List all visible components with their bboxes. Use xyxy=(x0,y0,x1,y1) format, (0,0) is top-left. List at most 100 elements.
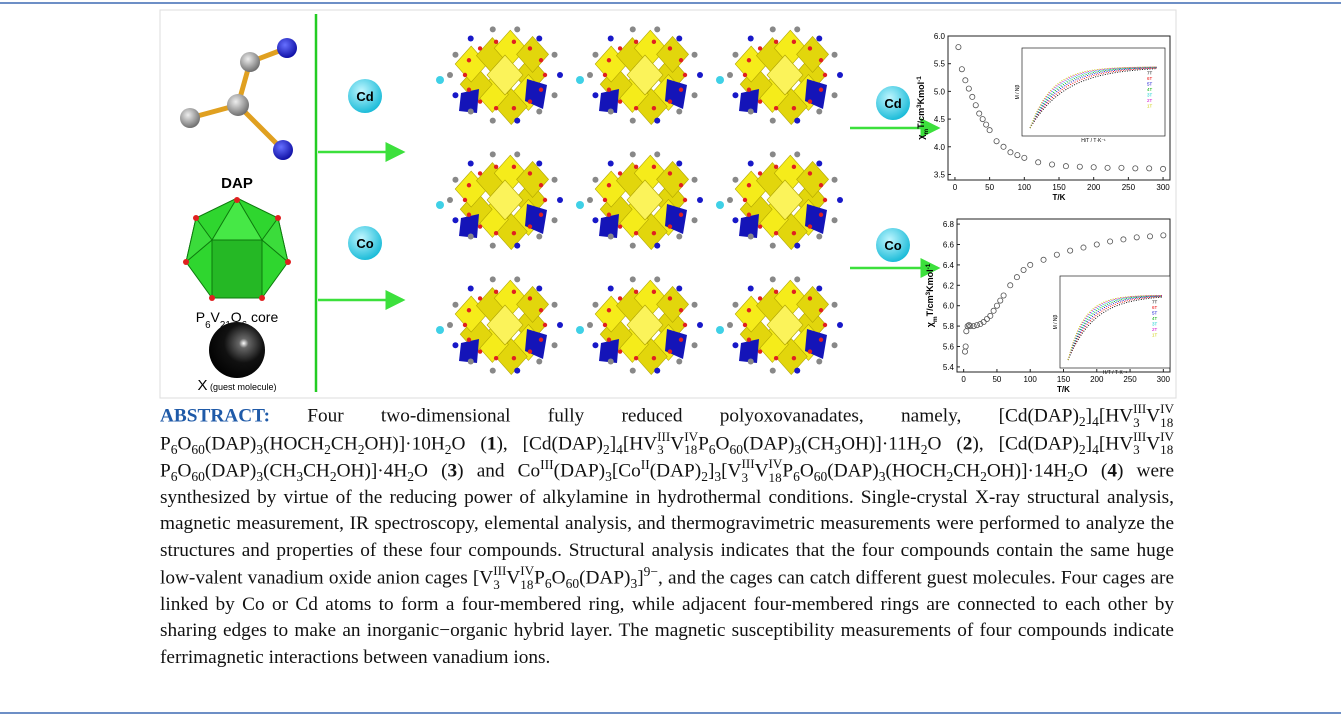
atom xyxy=(816,109,822,115)
atom xyxy=(603,73,607,77)
atom xyxy=(490,276,496,282)
y-tick-label: 4.5 xyxy=(934,115,946,124)
atom xyxy=(592,217,598,223)
text-run: (DAP) xyxy=(554,461,605,482)
atom xyxy=(732,52,738,58)
text-run: (CH xyxy=(801,433,834,454)
text-run: ), [Cd(DAP) xyxy=(972,433,1079,454)
superscript: III xyxy=(657,430,670,444)
atom xyxy=(819,88,823,92)
text-run: P xyxy=(160,433,171,454)
inset-x-label: H/T / T·K⁻¹ xyxy=(1103,370,1128,376)
atom xyxy=(832,302,838,308)
atom xyxy=(816,285,822,291)
subscript: 2 xyxy=(603,442,610,457)
metal-label: Co xyxy=(884,238,901,253)
subscript: 2 xyxy=(701,470,708,485)
x-tick-label: 300 xyxy=(1156,183,1170,192)
atom xyxy=(716,326,724,334)
atom xyxy=(528,296,532,300)
atom xyxy=(652,165,656,169)
atom xyxy=(468,234,474,240)
atom xyxy=(490,151,496,157)
atom xyxy=(654,368,660,374)
atom xyxy=(608,359,614,365)
abstract-label: ABSTRACT: xyxy=(160,405,270,426)
text-run: [Co xyxy=(612,461,641,482)
atom xyxy=(436,76,444,84)
y-tick-label: 3.5 xyxy=(934,170,946,179)
atom xyxy=(748,285,754,291)
text-run: O ( xyxy=(452,433,487,454)
subscript: 3 xyxy=(741,471,754,485)
text-run: ) and Co xyxy=(457,461,540,482)
text-run: (CH xyxy=(263,461,296,482)
atom xyxy=(748,234,754,240)
atom xyxy=(676,160,682,166)
text-run: OH)]·14H xyxy=(987,461,1067,482)
superscript: IV xyxy=(684,430,698,444)
crystal-structure xyxy=(436,26,843,374)
subscript: 2 xyxy=(980,470,987,485)
text-run: [HV xyxy=(1099,433,1133,454)
atom xyxy=(512,40,516,44)
atom xyxy=(683,323,687,327)
atom xyxy=(452,177,458,183)
atom xyxy=(676,285,682,291)
stacked-index: IV18 xyxy=(769,457,783,485)
atom xyxy=(630,243,636,249)
stacked-index: IV18 xyxy=(1160,430,1174,458)
atom xyxy=(618,224,622,228)
atom xyxy=(478,224,482,228)
subscript: 2 xyxy=(324,442,331,457)
atom xyxy=(676,234,682,240)
atom xyxy=(630,151,636,157)
atom xyxy=(676,359,682,365)
atom xyxy=(770,26,776,32)
atom xyxy=(478,349,482,353)
atom xyxy=(794,243,800,249)
atom xyxy=(539,338,543,342)
text-run: [HV xyxy=(623,433,657,454)
atom xyxy=(552,52,558,58)
x-tick-label: 0 xyxy=(961,375,966,384)
atom xyxy=(792,40,796,44)
atom xyxy=(743,323,747,327)
atom xyxy=(654,243,660,249)
atom xyxy=(630,118,636,124)
atom xyxy=(608,35,614,41)
text-run: P xyxy=(698,433,709,454)
atom xyxy=(697,72,703,78)
atom xyxy=(823,198,827,202)
atom xyxy=(528,99,532,103)
inset-legend-label: 6T xyxy=(1147,76,1153,81)
text-run: V xyxy=(1146,433,1160,454)
atom xyxy=(536,359,542,365)
atom xyxy=(436,326,444,334)
superscript: -1 xyxy=(925,263,932,269)
x-tick-label: 150 xyxy=(1052,183,1066,192)
atom xyxy=(743,198,747,202)
atom xyxy=(727,197,733,203)
atom xyxy=(539,183,543,187)
inset-y-label: M / Nβ xyxy=(1015,84,1021,99)
atom xyxy=(747,213,751,217)
atom xyxy=(490,118,496,124)
atom xyxy=(463,198,467,202)
subscript: 2 xyxy=(1067,470,1074,485)
atom xyxy=(607,338,611,342)
atom xyxy=(816,234,822,240)
atom xyxy=(770,276,776,282)
text-run: Four two-dimensional fully reduced polyo… xyxy=(270,405,1079,426)
y-tick-label: 6.8 xyxy=(943,220,955,229)
atom xyxy=(747,308,751,312)
atom xyxy=(697,197,703,203)
atom xyxy=(514,118,520,124)
atom xyxy=(668,349,672,353)
atom xyxy=(576,326,584,334)
atom xyxy=(747,88,751,92)
subscript: 6 xyxy=(709,442,716,457)
superscript: III xyxy=(741,457,754,471)
subscript: 18 xyxy=(684,443,698,457)
text-run: Kmol xyxy=(925,269,935,292)
